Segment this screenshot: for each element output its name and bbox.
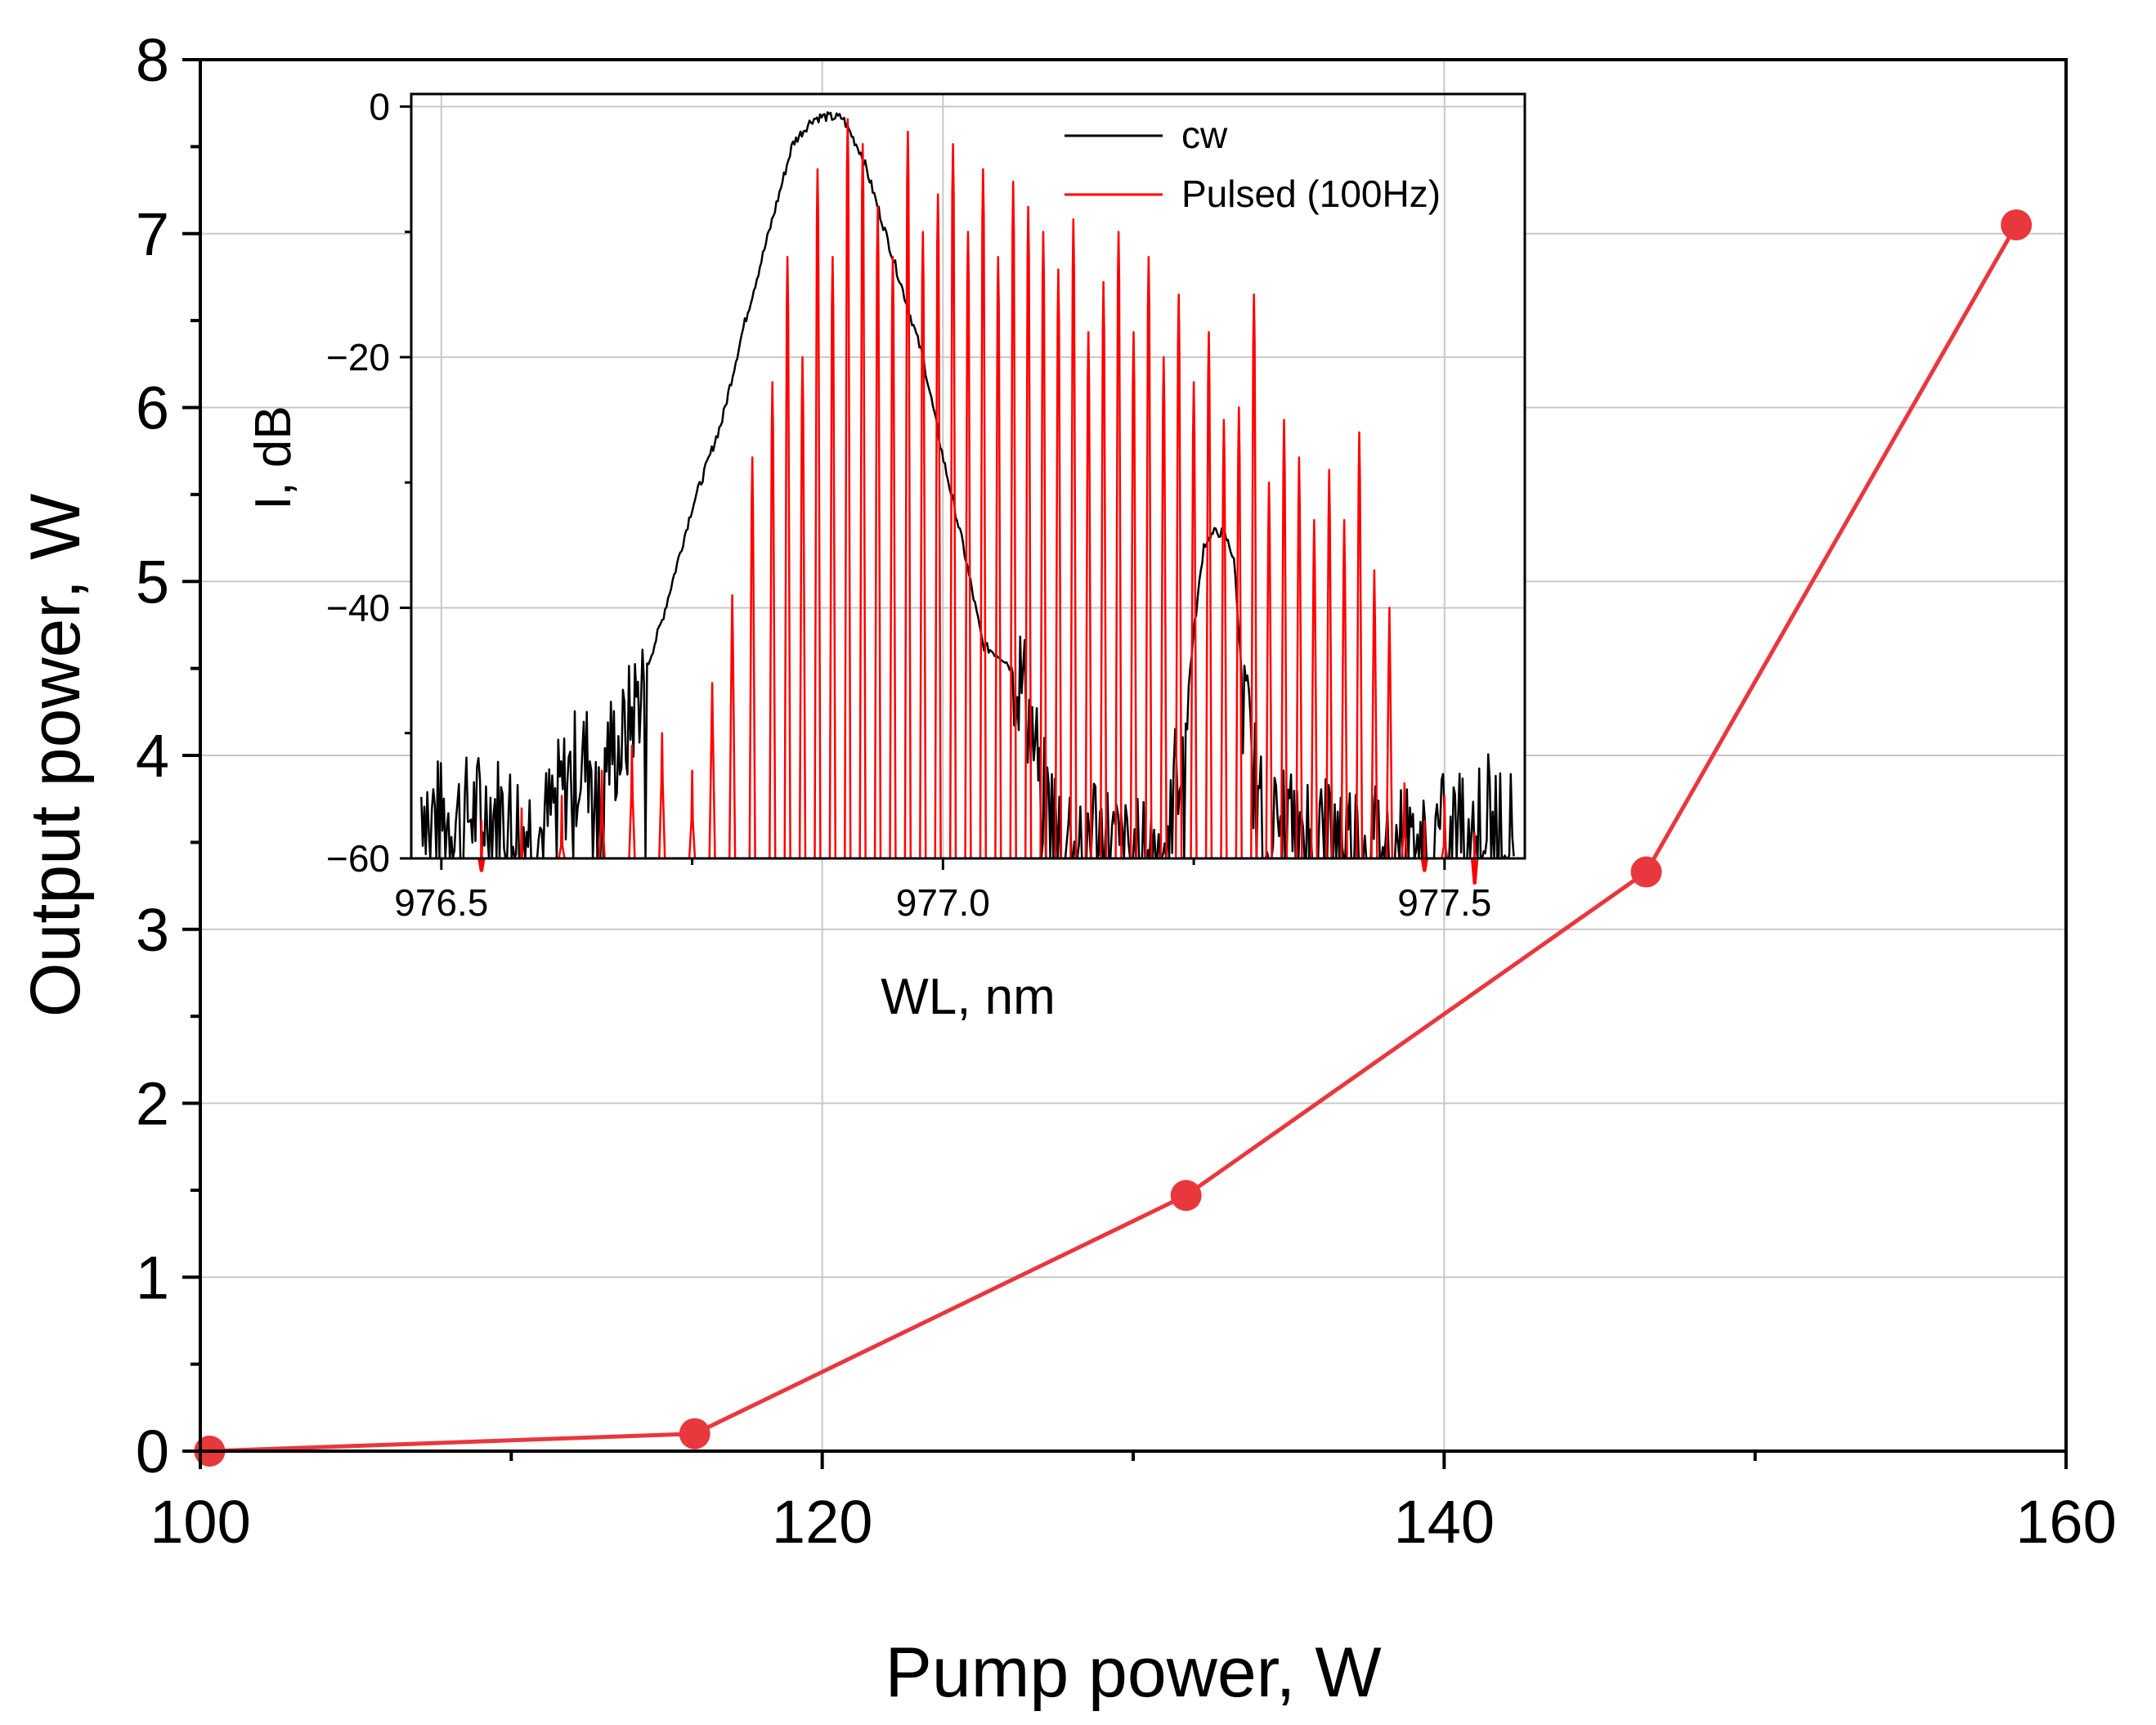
legend-label-cw: cw — [1181, 114, 1228, 156]
main-y-tick-label: 3 — [136, 896, 169, 964]
inset-x-tick-label: 977.0 — [896, 881, 990, 924]
inset-background — [411, 94, 1525, 858]
main-x-axis-title: Pump power, W — [885, 1633, 1382, 1712]
inset-x-tick-label: 976.5 — [394, 881, 488, 924]
inset-y-axis-title: I, dB — [245, 405, 302, 510]
main-data-point — [2001, 209, 2033, 241]
inset-gridlines — [411, 94, 1525, 858]
main-y-tick-label: 5 — [136, 548, 169, 616]
main-data-point — [1630, 856, 1662, 888]
legend-label-pulsed: Pulsed (100Hz) — [1181, 172, 1441, 215]
main-x-tick-label: 160 — [2015, 1488, 2116, 1556]
main-data-point — [1170, 1180, 1202, 1212]
inset-y-tick-label: 0 — [369, 85, 390, 128]
main-x-tick-label: 140 — [1394, 1488, 1495, 1556]
inset-plot-frame — [410, 92, 1526, 860]
main-axes: 100 120 140 160 0 1 2 3 4 5 6 7 8 — [136, 26, 2117, 1556]
main-y-tick-label: 2 — [136, 1070, 169, 1138]
main-x-tick-label: 120 — [772, 1488, 872, 1556]
main-y-tick-label: 1 — [136, 1243, 169, 1311]
main-x-tick-label: 100 — [150, 1488, 250, 1556]
inset-chart: 976.5 977.0 977.5 −60 −40 −20 0 WL, nm I, dB c… — [245, 85, 1526, 1025]
main-data-point — [679, 1418, 710, 1449]
inset-axes: 976.5 977.0 977.5 −60 −40 −20 0 — [326, 85, 1491, 924]
inset-x-axis-title: WL, nm — [881, 969, 1056, 1025]
main-y-tick-label: 6 — [136, 374, 169, 442]
main-y-axis-title: Output power, W — [16, 494, 95, 1018]
inset-x-tick-label: 977.5 — [1397, 881, 1491, 924]
main-y-tick-label: 0 — [136, 1418, 169, 1485]
main-y-tick-label: 7 — [136, 200, 169, 268]
inset-y-tick-label: −40 — [326, 586, 390, 629]
inset-y-tick-label: −20 — [326, 336, 390, 379]
main-y-tick-label: 8 — [136, 26, 169, 94]
inset-legend: cw Pulsed (100Hz) — [1065, 114, 1441, 215]
inset-y-tick-label: −60 — [326, 837, 390, 880]
main-y-tick-label: 4 — [136, 722, 169, 790]
